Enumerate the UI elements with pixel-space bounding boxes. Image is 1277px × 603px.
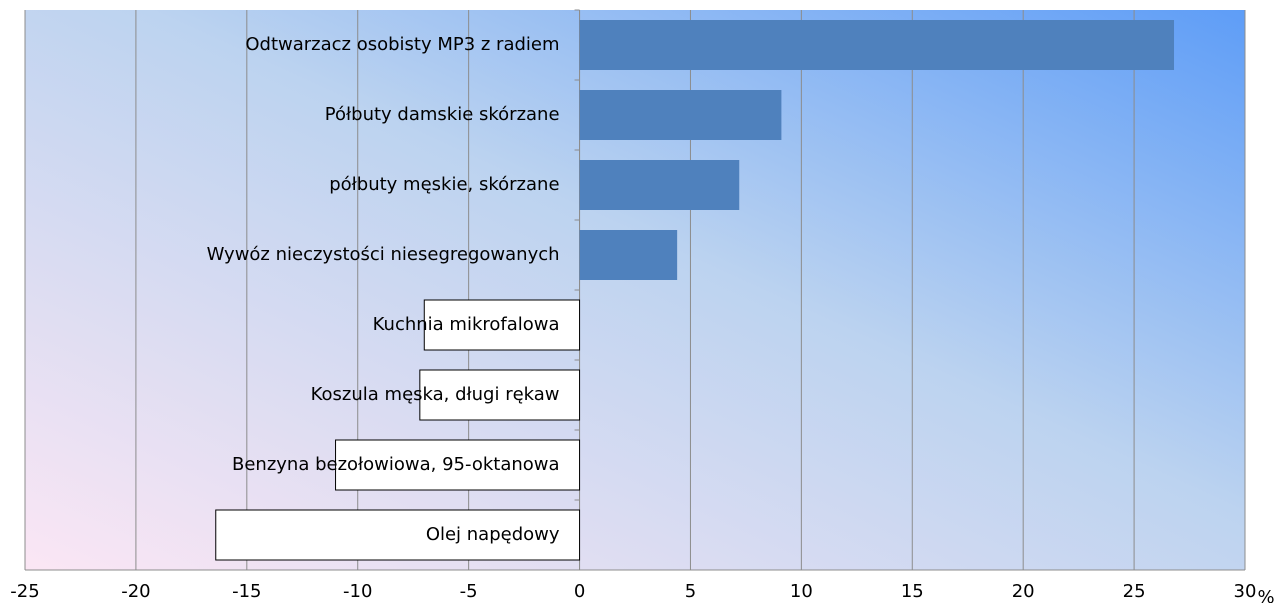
x-tick-label: -10 [343, 581, 372, 602]
y-tick-label: Koszula męska, długi rękaw [311, 384, 560, 405]
y-tick-label: Benzyna bezołowiowa, 95-oktanowa [232, 454, 560, 475]
y-tick-label: półbuty męskie, skórzane [329, 174, 559, 195]
bar [579, 20, 1175, 70]
x-tick-label: 25 [1123, 581, 1146, 602]
x-tick-label: -20 [121, 581, 150, 602]
bar [423, 299, 581, 351]
x-tick-label: -5 [460, 581, 478, 602]
x-tick-label: -15 [232, 581, 261, 602]
x-axis-label: % [1257, 587, 1274, 603]
y-tick-label: Wywóz nieczystości niesegregowanych [207, 244, 560, 265]
x-tick-label: -25 [10, 581, 39, 602]
x-tick-label: 15 [901, 581, 924, 602]
bar [579, 230, 678, 280]
y-tick-label: Olej napędowy [426, 524, 560, 545]
bar [579, 90, 782, 140]
bar [215, 509, 581, 561]
bar [335, 439, 581, 491]
x-tick-label: 5 [685, 581, 696, 602]
x-tick-label: 30 [1234, 581, 1257, 602]
bar [579, 160, 740, 210]
x-tick-label: 10 [790, 581, 813, 602]
y-tick-label: Odtwarzacz osobisty MP3 z radiem [245, 34, 559, 55]
x-tick-label: 20 [1012, 581, 1035, 602]
bar [419, 369, 581, 421]
x-tick-label: 0 [574, 581, 585, 602]
y-tick-label: Półbuty damskie skórzane [325, 104, 560, 125]
y-tick-label: Kuchnia mikrofalowa [373, 314, 560, 335]
